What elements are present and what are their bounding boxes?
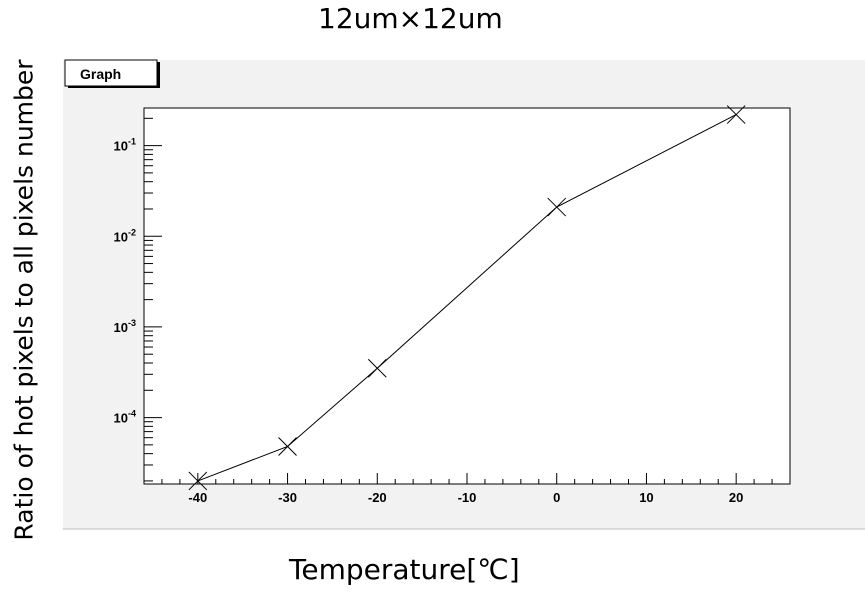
y-tick-exponent: -1 xyxy=(128,137,136,147)
x-tick-label: 20 xyxy=(729,490,743,505)
y-tick-label: 10-2 xyxy=(114,227,136,244)
data-series xyxy=(188,105,746,491)
x-axis-label: Temperature[℃] xyxy=(289,553,520,586)
x-tick-label: -30 xyxy=(278,490,297,505)
x-tick-label: -40 xyxy=(188,490,207,505)
chart-title: 12um×12um xyxy=(318,2,503,35)
graph-badge-box xyxy=(64,59,158,87)
data-point-marker xyxy=(278,437,297,456)
plot-frame xyxy=(143,107,791,485)
y-tick-base: 10 xyxy=(114,411,128,426)
graph-badge-label: Graph xyxy=(80,66,121,82)
y-tick-label: 10-3 xyxy=(114,318,136,335)
axis-ticks xyxy=(143,117,791,484)
data-point-marker xyxy=(547,197,567,217)
y-tick-base: 10 xyxy=(114,320,128,335)
y-tick-exponent: -2 xyxy=(128,227,136,237)
y-tick-base: 10 xyxy=(114,229,128,244)
data-point-marker xyxy=(726,105,746,124)
x-tick-label: 0 xyxy=(553,490,560,505)
data-point-marker xyxy=(188,471,208,491)
data-point-marker xyxy=(367,358,387,378)
x-tick-label: -20 xyxy=(368,490,387,505)
y-tick-exponent: -3 xyxy=(128,318,136,328)
y-tick-label: 10-4 xyxy=(114,409,136,426)
y-tick-base: 10 xyxy=(114,139,128,154)
x-tick-label: 10 xyxy=(639,490,653,505)
y-tick-exponent: -4 xyxy=(128,409,136,419)
y-tick-label: 10-1 xyxy=(114,137,136,154)
graph-badge: Graph xyxy=(64,59,160,88)
x-tick-label: -10 xyxy=(458,490,477,505)
